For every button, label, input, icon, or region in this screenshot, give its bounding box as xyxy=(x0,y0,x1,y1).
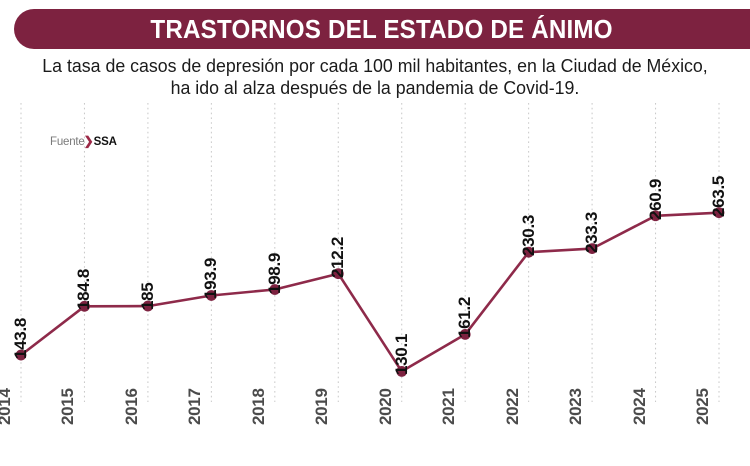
chart-gridlines xyxy=(20,103,720,402)
series-line xyxy=(19,211,721,373)
axis-tick-2020: 2020 xyxy=(375,388,395,425)
data-point-value: 230.3 xyxy=(518,215,538,257)
axis-tick-2014: 2014 xyxy=(0,388,14,425)
data-point[interactable] xyxy=(269,284,281,295)
data-point-value: 185 xyxy=(137,282,157,311)
data-point[interactable] xyxy=(332,268,344,280)
series-markers xyxy=(15,207,725,377)
data-point[interactable] xyxy=(459,328,471,340)
data-point-value: 198.9 xyxy=(264,252,284,294)
axis-tick-2024: 2024 xyxy=(629,388,649,425)
axis-tick-2025: 2025 xyxy=(693,388,712,425)
page-title: TRASTORNOS DEL ESTADO DE ÁNIMO xyxy=(150,14,614,44)
data-point-value: 161.2 xyxy=(455,297,475,339)
axis-tick-2017: 2017 xyxy=(185,388,205,425)
data-point[interactable] xyxy=(713,207,725,219)
source-label: Fuente xyxy=(50,136,85,148)
title-banner: TRASTORNOS DEL ESTADO DE ÁNIMO xyxy=(14,9,750,49)
axis-tick-2019: 2019 xyxy=(312,388,332,425)
chevron-right-icon: ❯ xyxy=(83,134,94,148)
data-point-value: 212.2 xyxy=(328,236,348,278)
axis-tick-2018: 2018 xyxy=(248,388,268,425)
data-point[interactable] xyxy=(396,365,408,377)
data-point[interactable] xyxy=(142,300,154,312)
axis-tick-2023: 2023 xyxy=(566,388,586,425)
data-point[interactable] xyxy=(79,300,90,312)
data-point[interactable] xyxy=(586,243,598,255)
data-point-value: 143.8 xyxy=(11,318,30,360)
source-organization: SSA xyxy=(93,136,117,148)
data-point[interactable] xyxy=(523,246,535,258)
axis-tick-2021: 2021 xyxy=(439,388,459,425)
subtitle-text: La tasa de casos de depresión por cada 1… xyxy=(42,55,708,98)
data-point-value: 184.8 xyxy=(74,269,94,311)
axis-tick-2016: 2016 xyxy=(121,388,141,425)
data-point[interactable] xyxy=(650,210,661,222)
data-point[interactable] xyxy=(15,349,27,361)
data-point[interactable] xyxy=(205,290,217,301)
axis-tick-2015: 2015 xyxy=(58,388,78,425)
data-point-value: 260.9 xyxy=(645,178,665,220)
data-point-value: 193.9 xyxy=(201,258,221,300)
data-point-value: 130.1 xyxy=(391,334,411,376)
data-point-value: 263.5 xyxy=(709,175,728,217)
source-attribution: Fuente ❯ SSA xyxy=(50,135,117,149)
data-point-value: 233.3 xyxy=(582,211,602,253)
axis-tick-2022: 2022 xyxy=(502,388,522,425)
